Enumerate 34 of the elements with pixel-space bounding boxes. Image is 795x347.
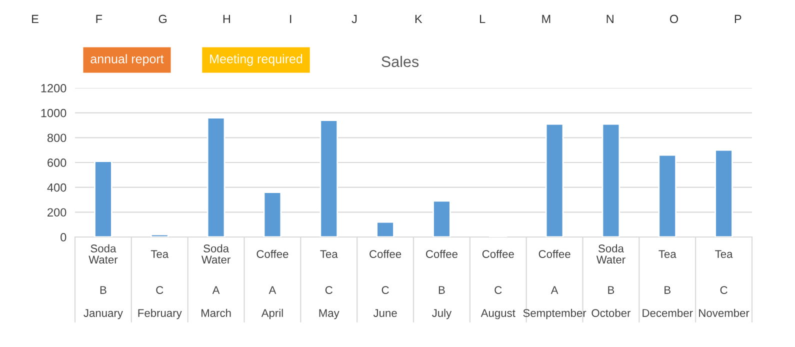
y-tick-label: 200 <box>48 208 66 217</box>
text: H <box>223 14 230 24</box>
y-tick-label: 800 <box>47 134 66 142</box>
category-label: Tea B December <box>642 250 693 317</box>
text: F <box>96 14 102 24</box>
y-tick-label: 400 <box>47 183 66 192</box>
text: N <box>606 14 614 24</box>
category-label: Soda Water B October <box>592 244 631 317</box>
category-label: Coffee B July <box>426 250 458 320</box>
category-label: Tea C November <box>699 250 750 317</box>
category-label: Coffee C June <box>370 250 402 317</box>
text: L <box>480 14 486 24</box>
text: I <box>290 14 292 24</box>
category-label: Coffee A April <box>256 250 288 320</box>
category-label: Coffee C August <box>480 250 516 320</box>
text: P <box>734 14 742 24</box>
y-tick-label: 0 <box>60 233 66 242</box>
text: G <box>158 14 167 24</box>
category-label: Tea C May <box>319 250 340 320</box>
y-tick-label: 1200 <box>41 84 66 92</box>
text: E <box>32 14 38 24</box>
text: annual report <box>90 54 164 66</box>
text: J <box>352 14 357 24</box>
category-label: Tea C February <box>138 250 182 320</box>
category-label: Coffee A Semptember <box>523 250 586 320</box>
y-tick-label: 1000 <box>41 108 66 118</box>
text: M <box>542 14 550 24</box>
y-tick-label: 600 <box>48 158 66 167</box>
text: K <box>415 14 422 24</box>
text: Meeting required <box>210 54 302 66</box>
chart-title: Sales <box>382 56 419 68</box>
text: O <box>670 14 678 24</box>
category-label: Soda Water B January <box>84 244 123 320</box>
category-label: Soda Water A March <box>201 244 231 317</box>
